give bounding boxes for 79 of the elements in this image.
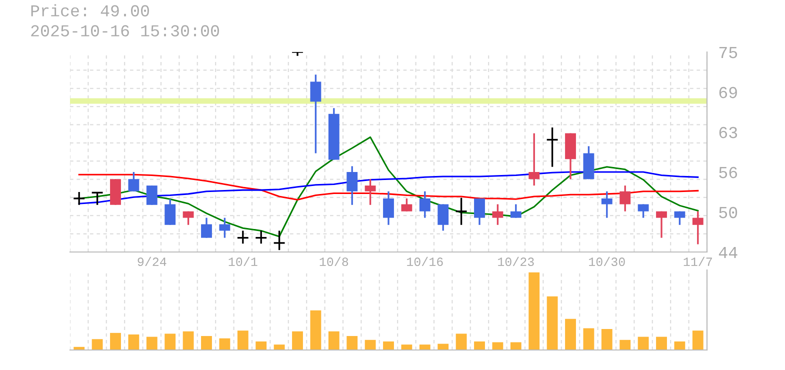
bar — [346, 336, 358, 350]
candlestick — [674, 210, 686, 226]
bar — [256, 341, 267, 350]
bar — [364, 340, 376, 350]
candlestick — [254, 230, 268, 244]
candlestick — [72, 191, 86, 206]
candlestick — [273, 230, 286, 251]
candlestick — [128, 171, 140, 192]
y-tick-label: 50 — [719, 206, 738, 218]
candlestick — [219, 216, 230, 239]
candlestick — [528, 132, 540, 186]
candlestick — [419, 190, 430, 219]
bar — [164, 334, 176, 350]
x-tick-label: 10/30 — [589, 256, 625, 266]
bar — [456, 334, 467, 350]
y-tick-label: 69 — [719, 86, 737, 98]
bar — [674, 341, 686, 350]
candlestick — [620, 184, 631, 212]
candlestick — [401, 198, 412, 212]
candlestick — [383, 190, 394, 226]
bar — [328, 331, 340, 350]
bar — [128, 334, 140, 350]
bar — [565, 318, 576, 350]
candlestick — [164, 198, 176, 226]
candlestick — [201, 216, 212, 239]
candlestick — [492, 203, 504, 226]
bar — [182, 331, 194, 350]
x-tick-label: 10/8 — [320, 256, 348, 266]
bar — [201, 336, 212, 350]
candlestick — [364, 178, 376, 206]
bar — [401, 344, 412, 350]
x-tick-label: 10/1 — [228, 256, 258, 266]
candlestick — [692, 210, 704, 246]
bar — [219, 338, 230, 350]
bar — [110, 332, 121, 350]
candlestick — [656, 210, 667, 239]
bar — [510, 342, 522, 350]
x-tick-label: 10/23 — [498, 256, 534, 266]
y-tick-label: 44 — [718, 247, 738, 258]
bar — [546, 296, 558, 350]
bar — [492, 342, 504, 350]
bar — [474, 341, 485, 350]
bar — [310, 310, 322, 350]
bar — [292, 331, 303, 350]
candlestick — [638, 203, 649, 219]
candlestick — [146, 184, 158, 206]
y-tick-label: 63 — [719, 126, 738, 138]
candlestick — [455, 196, 468, 226]
bar — [92, 339, 103, 350]
bar — [583, 328, 594, 350]
bar — [419, 344, 430, 350]
x-tick-label: 11/7 — [684, 256, 712, 266]
candlestick — [546, 126, 559, 168]
text: Price: 49.00 — [31, 4, 149, 16]
bar — [274, 344, 285, 350]
candlestick — [182, 210, 194, 226]
bar — [237, 330, 248, 350]
candlestick — [510, 203, 522, 219]
candlestick — [438, 203, 449, 232]
candlestick — [91, 191, 104, 206]
candlestick — [236, 230, 250, 244]
candlestick — [474, 198, 485, 226]
bar — [383, 341, 394, 350]
text: 2025-10-16 15:30:00 — [31, 25, 220, 36]
bar — [146, 336, 158, 350]
candlestick — [346, 165, 358, 206]
y-tick-label: 75 — [719, 47, 738, 58]
bar — [528, 272, 540, 350]
bar — [656, 336, 667, 350]
y-tick-label: 56 — [719, 166, 738, 178]
bar — [620, 340, 631, 350]
x-tick-label: 9/24 — [138, 256, 166, 266]
x-tick-label: 10/16 — [407, 256, 443, 266]
bar — [601, 329, 612, 350]
candlestick — [291, 52, 304, 57]
bar — [692, 330, 704, 350]
candlestick — [310, 74, 322, 154]
candlestick — [601, 190, 612, 219]
bar — [638, 336, 649, 350]
